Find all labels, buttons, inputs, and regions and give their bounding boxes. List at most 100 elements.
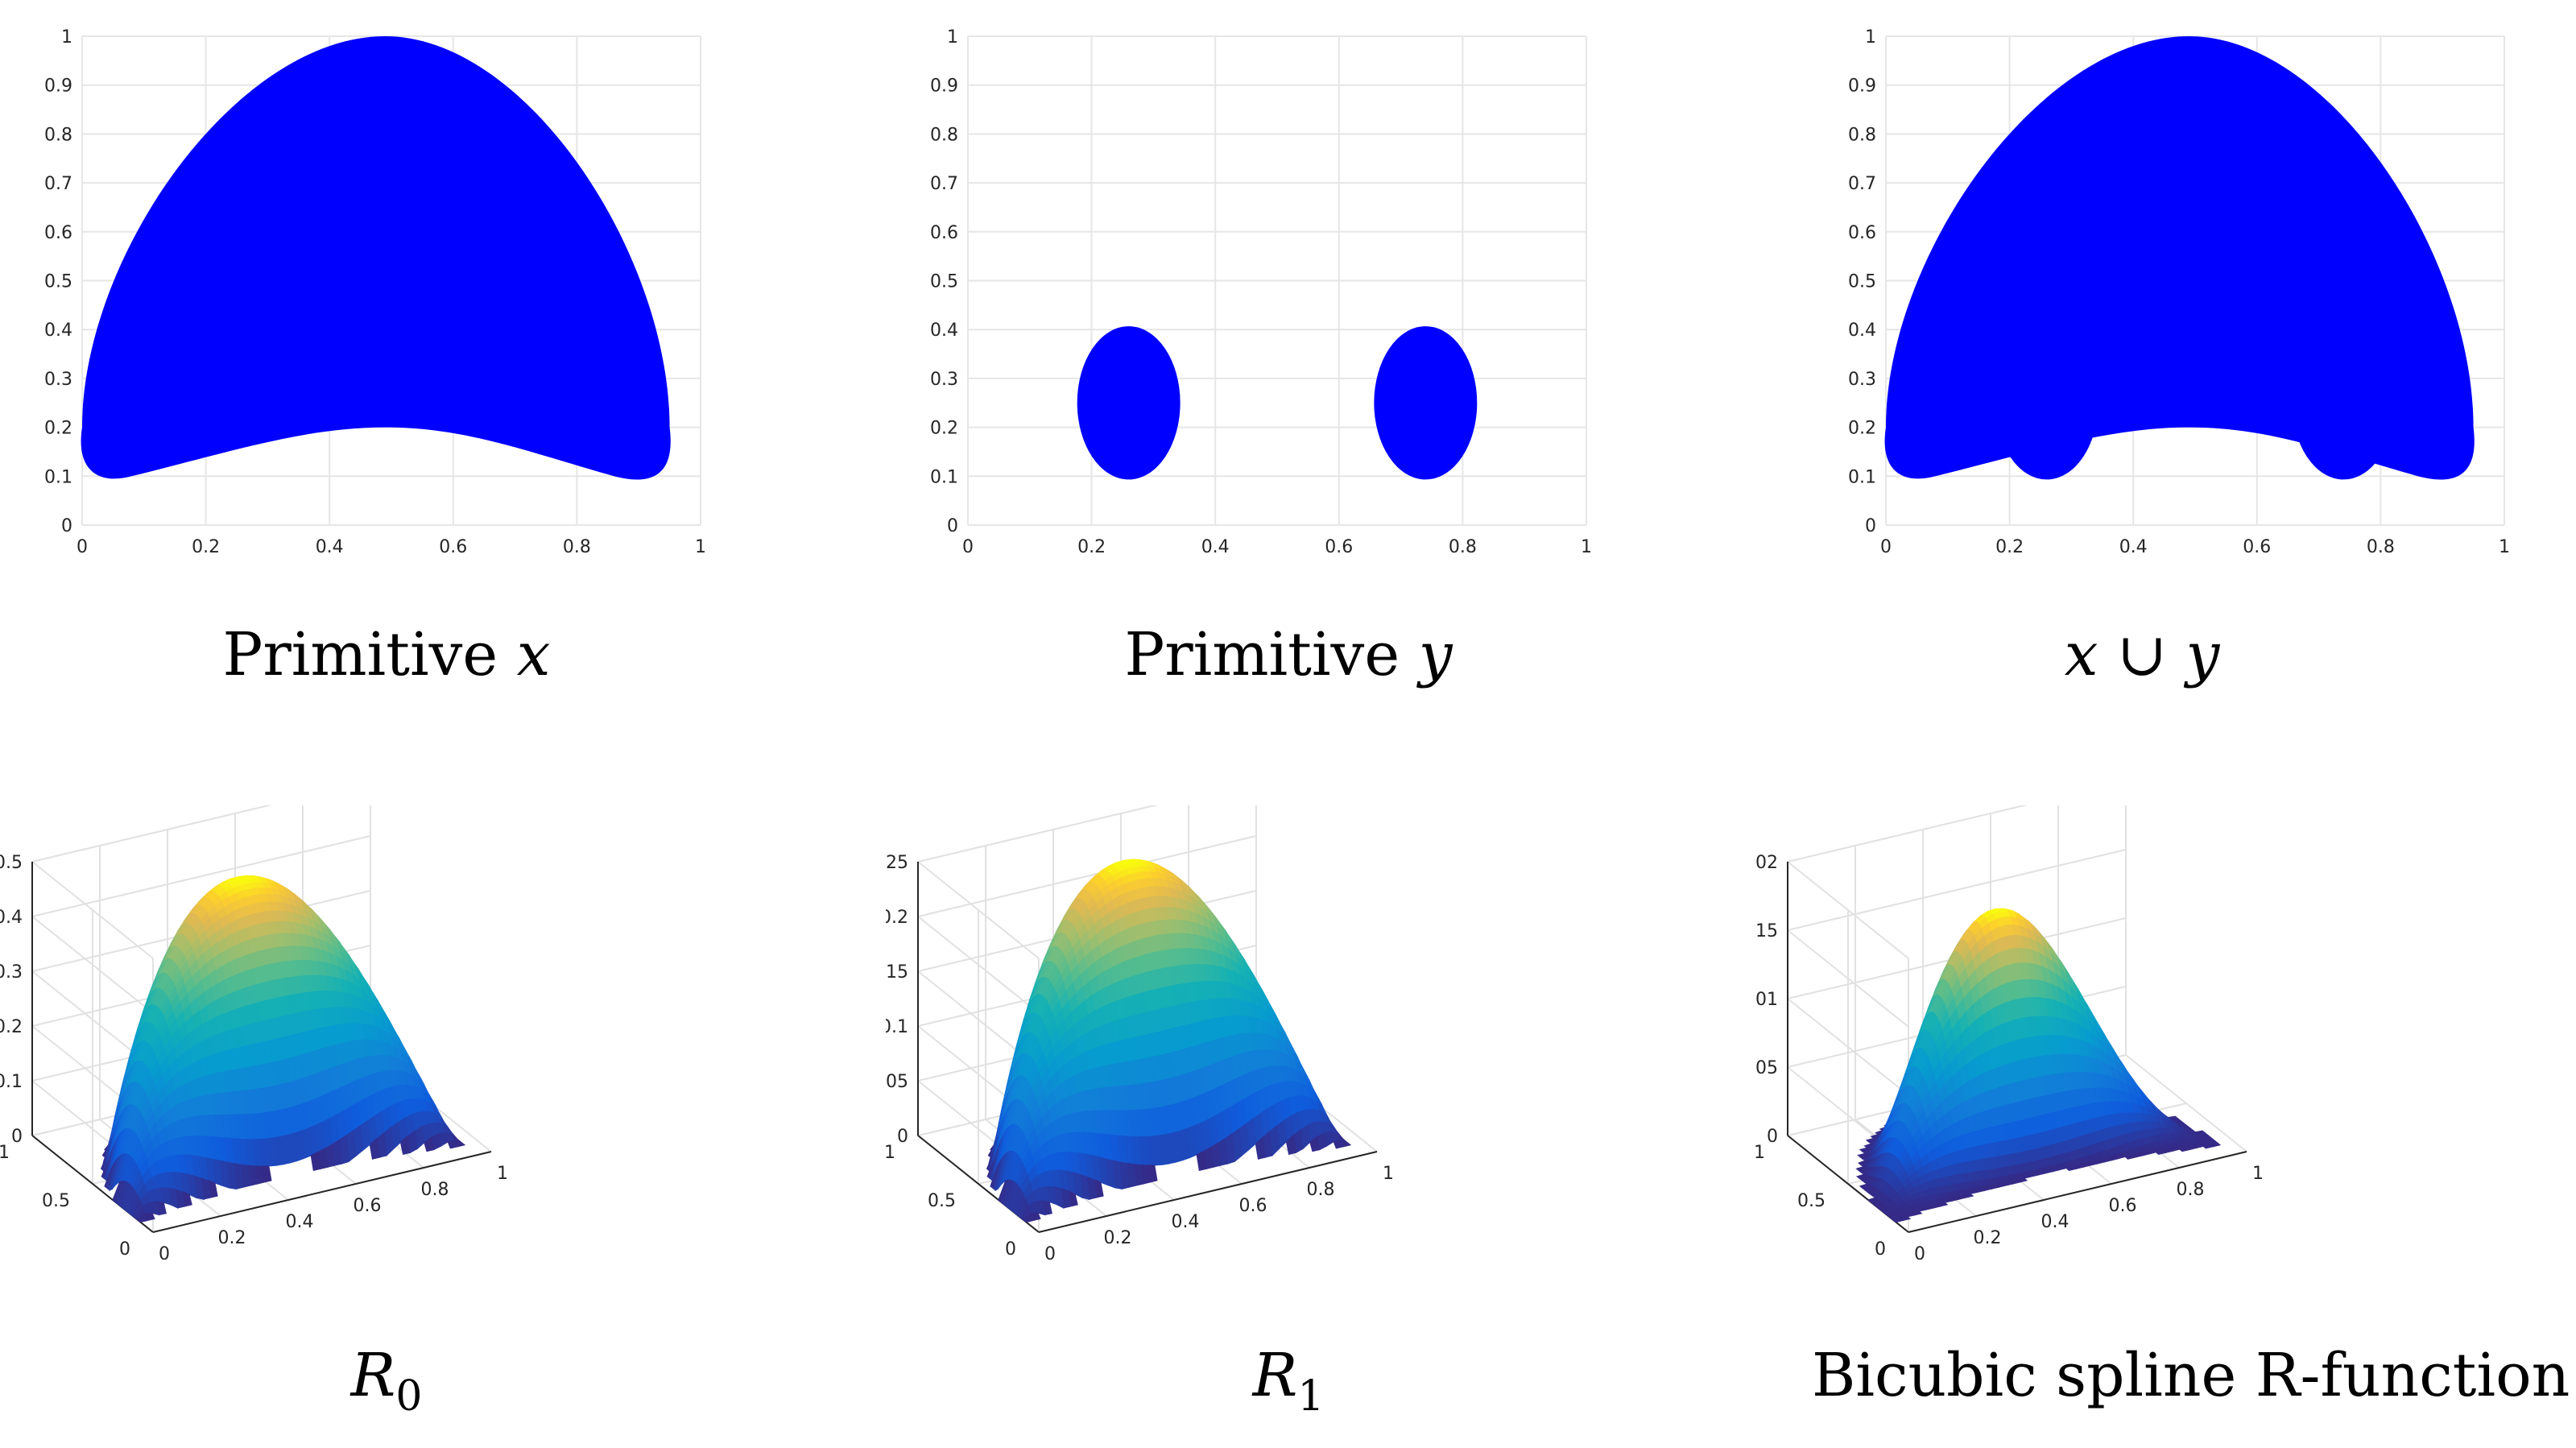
plot-union: 0 0.2 0.4 0.6 0.8 1 0 0.1 0.2 0.3 0.4 0.5 0.6 0.7 0.8 0… — [1848, 27, 2510, 557]
caption-r0-main: R — [350, 1341, 396, 1410]
plot-primitive-y: 0 0.2 0.4 0.6 0.8 1 0 0.1 0.2 0.3 0.4 0.5 0.6 0.7 0.8 0… — [930, 27, 1592, 557]
plot0-ytick-label: 0.5 — [44, 272, 72, 292]
plot2-ytick-label: 1 — [1865, 27, 1876, 48]
surface2-ytick-label: 0 — [1875, 1239, 1886, 1260]
plot0-xtick-label: 0.2 — [192, 537, 220, 557]
plot1-ytick-label: 0.2 — [930, 419, 958, 439]
surface0-ytick-label: 0.5 — [42, 1191, 70, 1211]
surface2-patch — [1892, 1218, 1904, 1223]
surface0-patch — [399, 1135, 411, 1156]
surface1-axis-x — [1038, 1151, 1378, 1233]
surface2-xtick-label: 0.8 — [2177, 1180, 2205, 1200]
surface2-patch — [2124, 1154, 2136, 1160]
region-y-ellipse — [1077, 326, 1180, 480]
plot0-ytick-label: 0.9 — [44, 77, 72, 97]
plot2-ytick-label: 0.3 — [1848, 370, 1876, 390]
surface2-xtick-label: 0.4 — [2041, 1212, 2069, 1232]
surface0-ztick-label: 0.1 — [0, 1072, 23, 1092]
surface1-ytick-label: 1 — [886, 1143, 895, 1163]
surface0-xtick-label: 1 — [497, 1164, 508, 1184]
caption-primitive-y: Primitive y — [999, 620, 1578, 689]
plot0-xtick-label: 0.4 — [316, 537, 344, 557]
surface0-ztick-label: 0 — [11, 1127, 23, 1147]
caption-primitive-y-main: Primitive — [1124, 620, 1400, 689]
surface2-xtick-label: 0.2 — [1974, 1228, 2002, 1248]
plot1-xtick-label: 0 — [962, 537, 974, 557]
plot1-ytick-label: 0.7 — [930, 174, 958, 194]
surface0-grid-z-back — [31, 835, 371, 917]
surface0-ztick-label: 0.5 — [0, 853, 23, 873]
plot2-ytick-label: 0.8 — [1848, 125, 1876, 145]
caption-union-b: y — [2185, 620, 2220, 689]
plot2-xtick-label: 0 — [1880, 537, 1892, 557]
surface2-ytick-label: 0.5 — [1797, 1191, 1826, 1211]
surface1-grid-z-back — [917, 805, 1159, 863]
surface1-ztick-label: 0.1 — [886, 1017, 908, 1037]
surface2-ztick-label: 0.005 — [1755, 1058, 1778, 1078]
plot2-ytick-label: 0 — [1865, 516, 1876, 536]
plot2-xtick-label: 0.6 — [2243, 537, 2271, 557]
plot0-xtick-label: 0.8 — [563, 537, 591, 557]
region-union-y-ellipse — [1995, 326, 2098, 480]
plot2-ytick-label: 0.6 — [1848, 223, 1876, 243]
surface0-xtick-label: 0.8 — [421, 1180, 449, 1200]
plot2-ytick-label: 0.5 — [1848, 272, 1876, 292]
surface2-xtick-label: 0.6 — [2109, 1196, 2137, 1216]
surface2-patch — [2178, 1147, 2191, 1152]
surface1-xtick-label: 0 — [1044, 1244, 1056, 1264]
region-y-ellipse — [1374, 326, 1478, 480]
surface0-ztick-label: 0.3 — [0, 962, 23, 983]
plot1-ytick-label: 1 — [947, 27, 958, 48]
caption-primitive-x: Primitive x — [97, 620, 676, 689]
caption-r1-sub: 1 — [1297, 1372, 1325, 1421]
surface0-axis-x — [152, 1151, 492, 1233]
surface0-patch — [310, 1151, 321, 1172]
plot1-ytick-label: 0.6 — [930, 223, 958, 243]
surface0-xtick-label: 0 — [159, 1244, 170, 1264]
surface2-grid-z-back — [1787, 849, 2127, 931]
caption-union-op: ∪ — [2098, 620, 2186, 689]
surface1-patch — [1285, 1134, 1297, 1156]
surface1-ztick-label: 0.2 — [886, 908, 908, 928]
plot1-ytick-label: 0.4 — [930, 321, 958, 341]
surface1-patch — [1196, 1150, 1207, 1172]
plot0-xtick-label: 0 — [76, 537, 88, 557]
surface2-ztick-label: 0 — [1767, 1127, 1778, 1147]
surface2-patch — [2155, 1149, 2167, 1155]
surface1-ytick-label: 0.5 — [928, 1191, 956, 1211]
surface1-xtick-label: 0.4 — [1172, 1212, 1200, 1232]
plot0-ytick-label: 0.2 — [44, 419, 72, 439]
plot0-xtick-label: 0.6 — [439, 537, 467, 557]
plot0-ytick-label: 0.4 — [44, 321, 72, 341]
surface2-axis-x — [1908, 1151, 2247, 1233]
surface1-xtick-label: 0.6 — [1239, 1196, 1267, 1216]
surface1-xtick-label: 0.2 — [1104, 1228, 1132, 1248]
plot-primitive-x: 0 0.2 0.4 0.6 0.8 1 0 0.1 0.2 0.3 0.4 0.5 0.6 0.7 0.8 0… — [44, 27, 706, 557]
surface0-ytick-label: 1 — [0, 1143, 10, 1163]
surface0-patch — [424, 1136, 435, 1152]
plot0-ytick-label: 0.8 — [44, 125, 72, 145]
surface0-grid-z-back — [31, 805, 273, 863]
surface2-ztick-label: 0.015 — [1755, 921, 1778, 941]
surface1-patch — [1309, 1136, 1321, 1152]
surface0-xtick-label: 0.2 — [218, 1228, 246, 1248]
caption-primitive-y-var: y — [1418, 620, 1453, 689]
surface1-xtick-label: 0.8 — [1307, 1180, 1335, 1200]
surface0-patch — [369, 1137, 380, 1160]
caption-union-a: x — [2064, 620, 2098, 689]
plot1-xtick-label: 0.4 — [1201, 537, 1230, 557]
plot1-xtick-label: 0.2 — [1077, 537, 1106, 557]
surface2-xtick-label: 1 — [2252, 1164, 2264, 1184]
plot1-xtick-label: 1 — [1581, 537, 1592, 557]
plot2-ytick-label: 0.1 — [1848, 467, 1876, 487]
region-union-y-ellipse — [2292, 326, 2396, 480]
surface0-xtick-label: 0.6 — [354, 1196, 382, 1216]
plot1-ytick-label: 0.8 — [930, 125, 958, 145]
surface0-ztick-label: 0.2 — [0, 1017, 23, 1037]
caption-union: x ∪ y — [1852, 620, 2432, 689]
region-x — [81, 36, 671, 480]
surface2-ztick-label: 0.01 — [1755, 990, 1778, 1010]
